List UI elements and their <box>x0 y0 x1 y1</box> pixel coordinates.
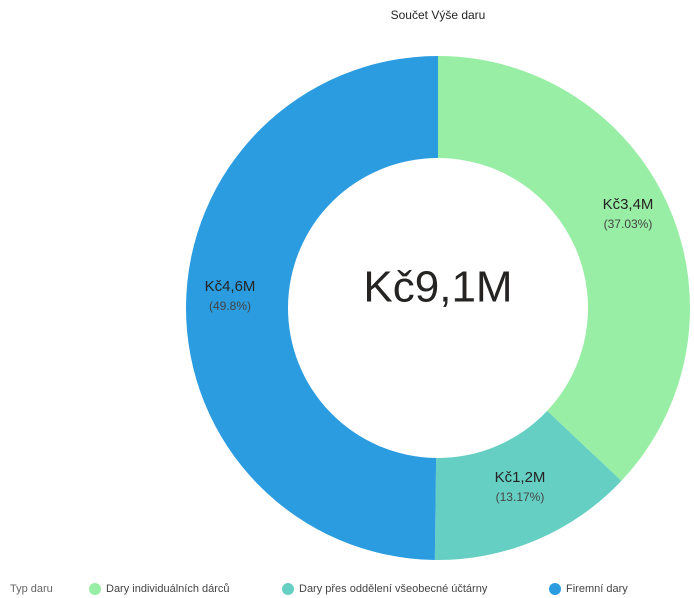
legend-label: Firemní dary <box>566 583 628 595</box>
legend-marker <box>282 583 294 595</box>
legend-title: Typ daru <box>10 583 53 595</box>
legend-marker <box>549 583 561 595</box>
legend-label: Dary přes oddělení všeobecné účtárny <box>299 583 488 595</box>
slice-percent-label: (49.8%) <box>209 299 251 313</box>
donut-slice <box>438 56 690 481</box>
slice-value-label: Kč1,2M <box>495 469 546 486</box>
slice-value-label: Kč4,6M <box>205 278 256 295</box>
total-label: Kč9,1M <box>363 263 512 312</box>
donut-slice <box>434 410 622 560</box>
legend-marker <box>89 583 101 595</box>
slice-percent-label: (13.17%) <box>496 490 545 504</box>
chart-title: Součet Výše daru <box>391 8 486 22</box>
slice-percent-label: (37.03%) <box>604 217 653 231</box>
legend-label: Dary individuálních dárců <box>106 583 230 595</box>
slice-value-label: Kč3,4M <box>603 196 654 213</box>
donut-slice <box>185 56 438 560</box>
